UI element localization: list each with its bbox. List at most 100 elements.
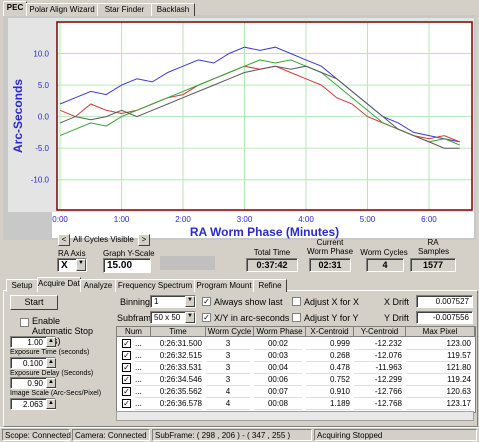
spinner[interactable]: ▲: [46, 378, 56, 388]
y-drift-label: Y Drift: [384, 313, 409, 323]
chart: -10.0 -5.0 0.0 5.0 10.0 0:00 1:00 2:00 3:00 4:00 5…: [3, 15, 476, 240]
table-cell: -12.768: [354, 398, 402, 410]
total-time-label: Total Time: [253, 248, 291, 257]
checkbox[interactable]: ✓: [202, 297, 211, 306]
y-tick-label: 0.0: [38, 113, 50, 122]
status-bar: [0, 427, 479, 442]
x-tick-label: 2:00: [175, 215, 191, 224]
series-line: [59, 59, 460, 146]
row-checkbox[interactable]: ✓: [122, 363, 131, 372]
table-cell: 0.752: [306, 374, 350, 386]
ra-samples-label: RA Samples: [418, 238, 450, 256]
series-line: [59, 65, 460, 149]
row-checkbox[interactable]: ✓: [122, 351, 131, 360]
table-cell: 0:26:35.562: [151, 386, 202, 398]
row-checkbox[interactable]: ✓: [122, 399, 131, 408]
checkbox[interactable]: [292, 313, 301, 322]
yscale-label: Graph Y-Scale: [103, 249, 155, 258]
table-cell: 00:07: [254, 386, 302, 398]
worm-cycles: 4: [366, 258, 404, 272]
checkbox[interactable]: [292, 297, 301, 306]
yscale-input[interactable]: 15.00: [103, 258, 151, 273]
table-header: Time: [151, 327, 206, 337]
status-field: Camera: Connected: [72, 429, 150, 441]
row-checkbox[interactable]: ✓: [122, 339, 131, 348]
table-cell: 120.63: [406, 386, 471, 398]
tab[interactable]: Polar Align Wizard: [26, 3, 98, 16]
tab[interactable]: Analyze: [80, 279, 116, 292]
table-cell: -12.232: [354, 338, 402, 350]
table-cell: 3: [206, 350, 250, 362]
row-checkbox[interactable]: ✓: [122, 387, 131, 396]
tab[interactable]: Acquire Data: [37, 277, 84, 292]
blank-box: [160, 256, 215, 270]
binning-select[interactable]: 1: [150, 295, 196, 308]
xy-arcsec: X/Y in arc-seconds: [214, 313, 290, 323]
tab[interactable]: PEC: [3, 1, 27, 16]
scrollbar[interactable]: [116, 411, 474, 421]
table-cell: -12.299: [354, 374, 402, 386]
scale-input[interactable]: 2.063: [10, 398, 56, 410]
prev-button[interactable]: <: [58, 234, 70, 246]
worm-phase-label: Current Worm Phase: [306, 238, 354, 256]
table-cell: -12.076: [354, 350, 402, 362]
table-cell: ...: [135, 398, 151, 410]
x-tick-label: 0:00: [52, 215, 68, 224]
binning-label: Binning: [120, 297, 151, 307]
tab[interactable]: Refine: [253, 279, 287, 292]
data-table: Num Time Worm Cycle Worm Phase X-Centroid Y-C…: [116, 326, 476, 413]
checkbox[interactable]: [20, 318, 29, 327]
table-cell: 00:06: [254, 374, 302, 386]
row-checkbox[interactable]: ✓: [122, 375, 131, 384]
y-tick-label: -10.0: [31, 176, 50, 185]
spinner[interactable]: ▲: [46, 399, 56, 409]
plot-border: [56, 21, 473, 211]
x-tick-label: 1:00: [114, 215, 130, 224]
table-cell: 0:26:34.546: [151, 374, 202, 386]
tab[interactable]: Star Finder: [97, 3, 152, 16]
x-drift[interactable]: 0.007527: [416, 295, 473, 308]
table-cell: 0:26:32.515: [151, 350, 202, 362]
table-cell: 4: [206, 386, 250, 398]
table-cell: 0.910: [306, 386, 350, 398]
status-field: Scope: Connected: [2, 429, 71, 441]
table-header: Max Pixel: [406, 327, 475, 337]
dropdown-arrow: ▼: [185, 312, 195, 323]
tab[interactable]: Program Mount: [194, 279, 254, 292]
spinner[interactable]: ▲: [46, 337, 56, 347]
x-tick-label: 6:00: [421, 215, 437, 224]
tab[interactable]: Setup: [6, 279, 38, 292]
delay-label: Exposure Delay (Seconds): [10, 370, 94, 377]
dropdown-arrow: ▼: [76, 259, 86, 271]
start-button[interactable]: Start: [10, 295, 58, 310]
checkbox[interactable]: ✓: [202, 313, 211, 322]
worm-phase: 02:31: [309, 258, 351, 272]
tab[interactable]: Backlash: [151, 3, 195, 16]
next-button[interactable]: >: [138, 234, 150, 246]
x-axis-band: [52, 212, 474, 238]
table-cell: -12.766: [354, 386, 402, 398]
adjust-x: Adjust X for X: [304, 297, 360, 307]
y-axis-title: Arc-Seconds: [11, 79, 25, 153]
tab[interactable]: Frequency Spectrum: [115, 279, 195, 292]
auto-stop-input[interactable]: 1.00: [10, 336, 56, 348]
subframe-select[interactable]: 50 x 50: [150, 311, 196, 324]
table-cell: 3: [206, 362, 250, 374]
spinner[interactable]: ▲: [46, 358, 56, 368]
table-cell: 00:02: [254, 338, 302, 350]
table-header: Worm Phase: [254, 327, 306, 337]
table-cell: 0:26:31.500: [151, 338, 202, 350]
table-cell: ...: [135, 338, 151, 350]
table-cell: -11.963: [354, 362, 402, 374]
table-cell: ...: [135, 374, 151, 386]
y-drift[interactable]: -0.007556: [416, 311, 473, 324]
table-cell: 119.57: [406, 350, 471, 362]
table-cell: 4: [206, 398, 250, 410]
table-cell: 3: [206, 374, 250, 386]
table-cell: 123.00: [406, 338, 471, 350]
scale-label: Image Scale (Arc-Secs/Pixel): [10, 390, 102, 397]
table-cell: ...: [135, 386, 151, 398]
table-cell: 0.478: [306, 362, 350, 374]
table-cell: 0:26:33.531: [151, 362, 202, 374]
